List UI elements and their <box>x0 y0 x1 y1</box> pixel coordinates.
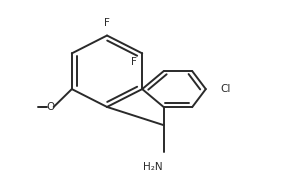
Text: F: F <box>131 57 137 67</box>
Text: H₂N: H₂N <box>143 162 162 172</box>
Text: Cl: Cl <box>221 84 231 94</box>
Text: F: F <box>104 18 110 28</box>
Text: O: O <box>46 102 54 112</box>
